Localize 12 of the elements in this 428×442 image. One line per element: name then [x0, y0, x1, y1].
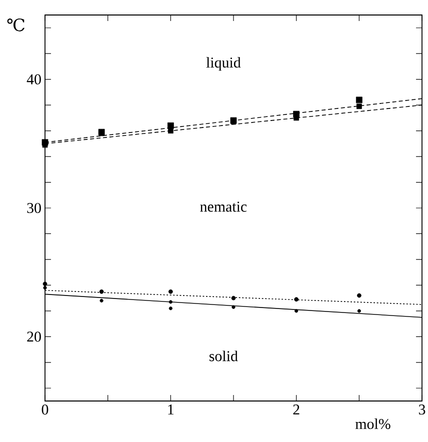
- y-axis-title: ℃: [7, 18, 24, 32]
- y-tick-label: 30: [27, 202, 41, 214]
- annotation: liquid: [206, 57, 241, 71]
- annotation: solid: [210, 350, 238, 362]
- x-tick-label: 2: [293, 404, 300, 414]
- x-tick-label: 0: [42, 404, 48, 415]
- x-axis-title: mol%: [355, 418, 390, 430]
- x-tick-label: 3: [418, 404, 426, 415]
- y-tick-label: 20: [27, 332, 41, 342]
- annotation: nematic: [200, 202, 247, 212]
- y-tick-label: 40: [26, 74, 41, 84]
- x-tick-label: 1: [168, 404, 174, 414]
